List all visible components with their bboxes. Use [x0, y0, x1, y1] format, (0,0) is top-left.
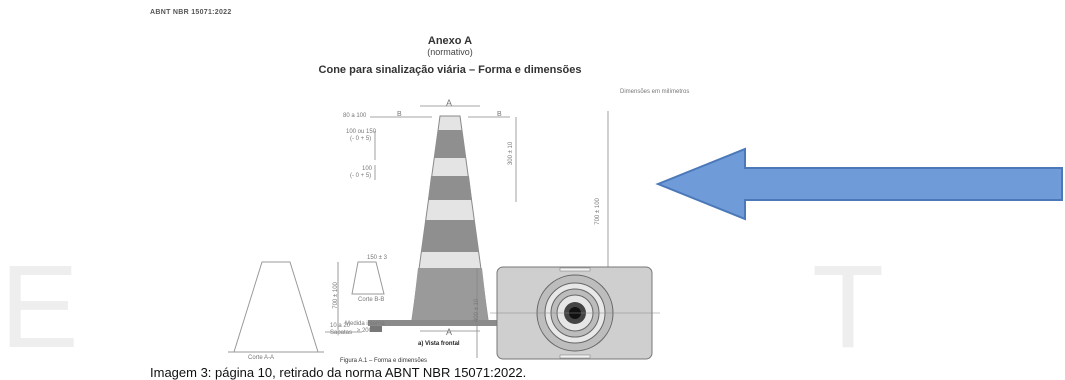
label-upper-height: 300 ± 10 [508, 141, 515, 166]
label-cut-bb: Corte B-B [358, 297, 385, 303]
label-band2-tol: (- 0 + 5) [350, 173, 372, 179]
watermark-right: T [812, 241, 885, 373]
label-section-a-top: A [446, 98, 453, 108]
label-inner-note-2: ≥ 200 [357, 328, 372, 334]
standard-header: ABNT NBR 15071:2022 [150, 9, 232, 16]
label-inner-note: Medida interna [345, 321, 385, 327]
label-base-feet: Sapatas [330, 330, 353, 336]
label-band2: 100 [362, 166, 373, 172]
cone-side-view [228, 261, 324, 353]
pointer-arrow-icon [655, 147, 1063, 221]
cone-top-view [476, 266, 660, 360]
label-cut-aa: Corte A-A [248, 355, 275, 361]
cut-bb-view [337, 261, 385, 330]
label-section-a-bottom: A [446, 327, 453, 337]
label-top-dim: 150 ± 3 [367, 255, 387, 261]
watermark-left: E [0, 241, 79, 373]
section-title: Cone para sinalização viária – Forma e d… [318, 64, 582, 76]
label-top-width: 80 a 100 [343, 113, 367, 119]
view-caption: a) Vista frontal [418, 341, 460, 347]
label-band1: 100 ou 150 [346, 129, 377, 135]
annex-type: (normativo) [427, 47, 473, 57]
cone-front-view [368, 115, 528, 332]
annex-title: Anexo A [427, 35, 473, 47]
label-band1-tol: (- 0 + 5) [350, 136, 372, 142]
label-b-left: B [397, 111, 402, 118]
image-caption: Imagem 3: página 10, retirado da norma A… [150, 365, 527, 380]
label-b-right: B [497, 111, 502, 118]
label-base-range: 10 a 20 [330, 323, 351, 329]
label-side-height: 700 ± 100 [332, 282, 339, 309]
label-total-height: 700 ± 100 [594, 198, 601, 225]
figure-caption: Figura A.1 – Forma e dimensões [340, 358, 428, 364]
label-base-dim: 400 ± 10 [474, 298, 481, 323]
dimension-note: Dimensões em milímetros [620, 89, 690, 95]
